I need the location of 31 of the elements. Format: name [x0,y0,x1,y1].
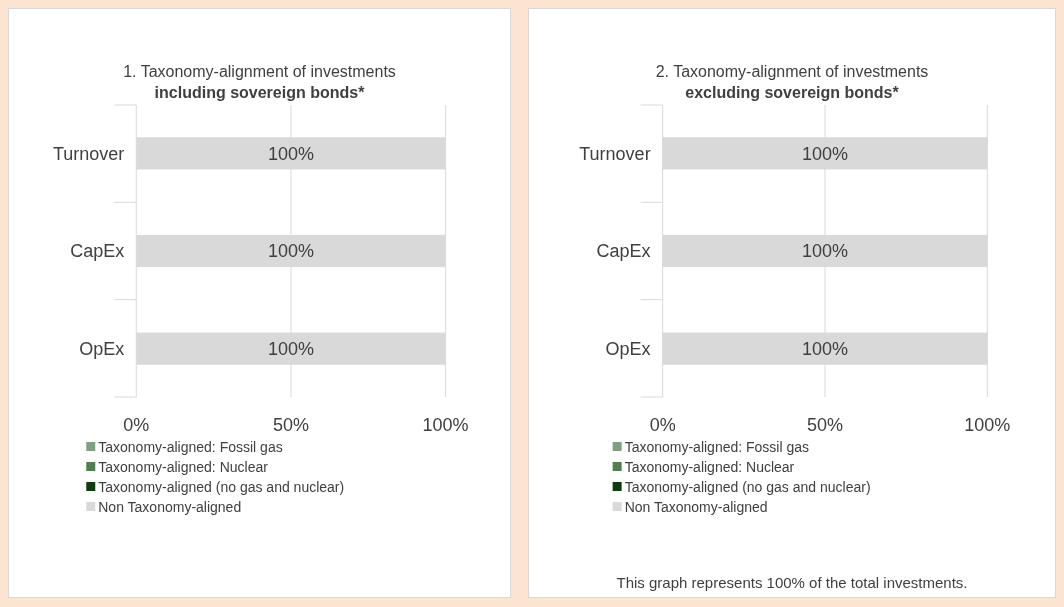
x-tick-label: 50% [806,415,844,436]
legend-label: Taxonomy-aligned: Fossil gas [624,438,810,455]
x-tick-label: 100% [964,415,1011,436]
legend-label: Non Taxonomy-aligned [98,498,242,515]
legend-label: Taxonomy-aligned: Nuclear [98,458,269,475]
chart-title: 2. Taxonomy-alignment of investments [655,63,929,80]
chart-subtitle: including sovereign bonds* [154,84,366,101]
y-tick-label: Turnover [579,143,651,164]
data-label: 100% [267,338,314,359]
x-tick-label: 50% [272,415,309,436]
data-label: 100% [801,143,849,164]
legend-label: Non Taxonomy-aligned [624,498,768,515]
legend-label: Taxonomy-aligned: Fossil gas [98,438,283,455]
data-label: 100% [267,143,314,164]
x-tick-label: 100% [422,415,469,436]
legend-label: Taxonomy-aligned: Nuclear [624,458,795,475]
legend-label: Taxonomy-aligned (no gas and nuclear) [98,478,345,495]
text: This graph represents 100% of the total investments. [616,574,968,592]
y-tick-label: CapEx [596,241,651,262]
y-tick-label: OpEx [79,338,125,359]
y-tick-label: CapEx [70,241,125,262]
chart-subtitle: excluding sovereign bonds* [685,84,900,101]
x-tick-label: 0% [649,415,676,436]
y-tick-label: OpEx [605,338,651,359]
y-tick-label: Turnover [52,143,125,164]
data-label: 100% [267,241,314,262]
data-label: 100% [801,338,849,359]
data-label: 100% [801,241,849,262]
chart-title: 1. Taxonomy-alignment of investments [123,63,396,80]
legend-label: Taxonomy-aligned (no gas and nuclear) [624,478,871,495]
x-tick-label: 0% [123,415,150,436]
